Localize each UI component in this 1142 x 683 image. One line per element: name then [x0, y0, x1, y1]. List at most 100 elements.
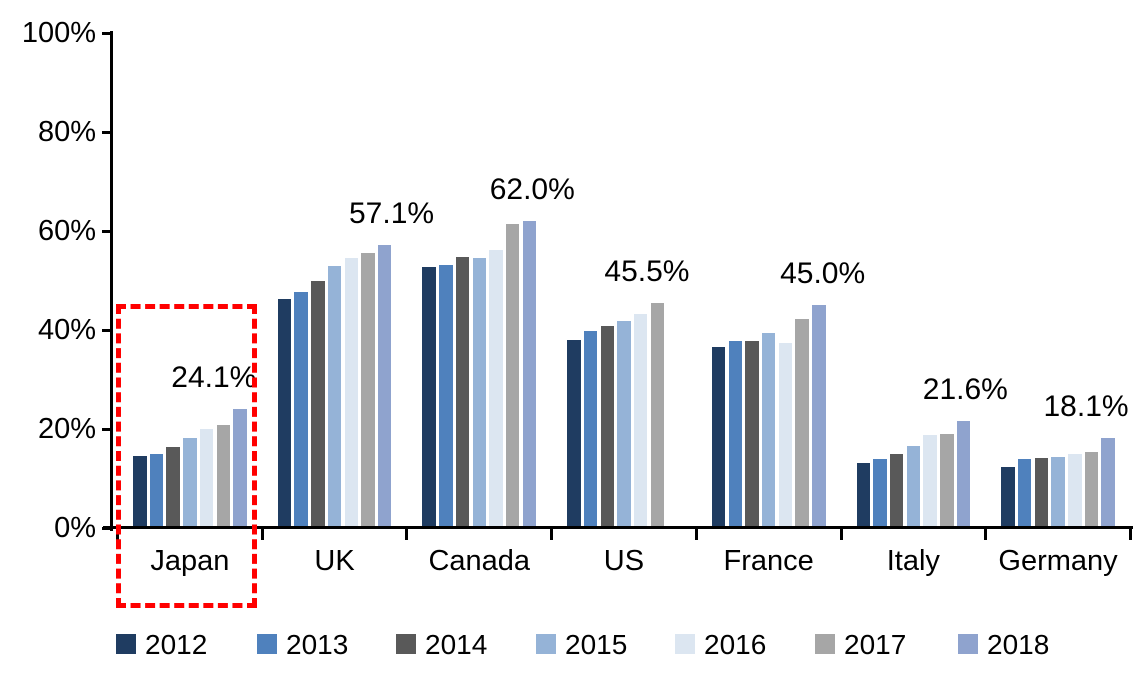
y-axis-line: [110, 31, 113, 531]
category-label-france: France: [723, 545, 814, 577]
bar-uk-2015: [327, 265, 342, 528]
bar-canada-2018: [522, 221, 537, 528]
category-label-italy: Italy: [886, 545, 940, 577]
bar-germany-2018: [1101, 438, 1115, 528]
bar-italy-2012: [856, 462, 870, 528]
legend-swatch-2015: [536, 634, 556, 654]
bar-germany-2013: [1017, 459, 1032, 528]
bar-japan-2015: [183, 438, 197, 528]
x-tick: [839, 526, 843, 540]
bar-canada-2016: [489, 250, 503, 528]
bar-japan-2012: [133, 455, 147, 528]
bar-uk-2016: [344, 258, 358, 528]
bar-japan-2014: [166, 446, 180, 528]
y-axis-tick-label: 60%: [37, 215, 96, 247]
legend-label-2017: 2017: [844, 629, 907, 660]
bar-uk-2014: [311, 281, 325, 528]
category-label-canada: Canada: [428, 545, 531, 577]
legend-item-2012: 2012: [116, 629, 236, 660]
legend-swatch-2012: [116, 634, 136, 654]
bar-us-2012: [567, 339, 581, 528]
bar-italy-2013: [873, 459, 887, 528]
legend-label-2014: 2014: [425, 629, 488, 660]
bar-canada-2017: [505, 224, 520, 528]
bar-uk-2017: [361, 252, 375, 528]
legend-label-2016: 2016: [704, 629, 767, 660]
legend-item-2014: 2014: [396, 629, 516, 660]
legend-label-2015: 2015: [565, 629, 628, 660]
bar-france-2018: [812, 305, 826, 528]
bar-japan-2018: [233, 408, 247, 528]
x-tick: [984, 526, 988, 540]
bar-italy-2015: [906, 445, 921, 528]
bar-france-2012: [711, 346, 726, 528]
bar-italy-2018: [956, 421, 971, 528]
data-label-canada: 62.0%: [489, 173, 575, 207]
legend-item-2013: 2013: [257, 629, 377, 660]
y-tick: [102, 130, 113, 134]
legend-label-2013: 2013: [286, 629, 349, 660]
x-tick: [405, 526, 409, 540]
bar-us-2015: [617, 320, 631, 528]
bar-us-2016: [633, 313, 648, 528]
legend-label-2018: 2018: [987, 629, 1050, 660]
bar-canada-2012: [422, 266, 436, 528]
y-tick: [102, 427, 113, 431]
bar-france-2015: [761, 333, 776, 528]
bar-france-2013: [728, 340, 742, 528]
legend-item-2015: 2015: [536, 629, 656, 660]
y-axis-tick-label: 20%: [37, 413, 96, 445]
category-label-us: US: [603, 545, 645, 577]
bar-us-2017: [650, 302, 665, 528]
bar-uk-2012: [277, 299, 292, 528]
y-tick: [102, 229, 113, 233]
bar-italy-2017: [940, 434, 954, 528]
bar-uk-2018: [377, 245, 392, 528]
bar-uk-2013: [294, 292, 308, 528]
bar-canada-2014: [455, 257, 470, 528]
data-label-italy: 21.6%: [922, 373, 1008, 407]
bar-us-2014: [600, 325, 614, 528]
x-tick: [550, 526, 554, 540]
bar-france-2014: [745, 341, 759, 528]
legend-item-2017: 2017: [815, 629, 935, 660]
bar-germany-2016: [1068, 454, 1082, 528]
bar-germany-2012: [1001, 466, 1015, 528]
x-axis-line: [103, 526, 1133, 529]
legend-item-2018: 2018: [958, 629, 1078, 660]
y-axis-tick-label: 100%: [21, 17, 96, 49]
category-label-germany: Germany: [998, 545, 1118, 577]
bar-italy-2016: [923, 434, 937, 528]
y-axis-tick-label: 80%: [37, 116, 96, 148]
japan-highlight-rect: [116, 304, 257, 608]
data-label-france: 45.0%: [780, 257, 866, 291]
x-tick: [694, 526, 698, 540]
legend-swatch-2018: [958, 634, 978, 654]
x-tick: [1128, 526, 1132, 540]
bar-germany-2015: [1051, 456, 1065, 528]
data-label-germany: 18.1%: [1043, 390, 1129, 424]
legend-swatch-2013: [257, 634, 277, 654]
bar-germany-2014: [1034, 458, 1049, 528]
bar-us-2013: [583, 330, 598, 528]
legend-label-2012: 2012: [145, 629, 208, 660]
bar-italy-2014: [889, 453, 904, 528]
category-label-japan: Japan: [150, 545, 230, 577]
bar-japan-2013: [149, 454, 164, 528]
bar-france-2017: [795, 318, 809, 528]
legend-swatch-2014: [396, 634, 416, 654]
data-label-japan: 24.1%: [171, 360, 257, 394]
bar-france-2016: [778, 343, 793, 528]
bar-germany-2017: [1084, 451, 1099, 528]
bar-japan-2016: [199, 429, 214, 528]
legend-swatch-2017: [815, 634, 835, 654]
y-tick: [102, 31, 113, 35]
bar-japan-2017: [216, 425, 230, 528]
y-tick: [102, 328, 113, 332]
legend-item-2016: 2016: [675, 629, 795, 660]
y-axis-tick-label: 0%: [54, 512, 96, 544]
x-tick: [260, 526, 264, 540]
legend-swatch-2016: [675, 634, 695, 654]
data-label-uk: 57.1%: [349, 197, 435, 231]
